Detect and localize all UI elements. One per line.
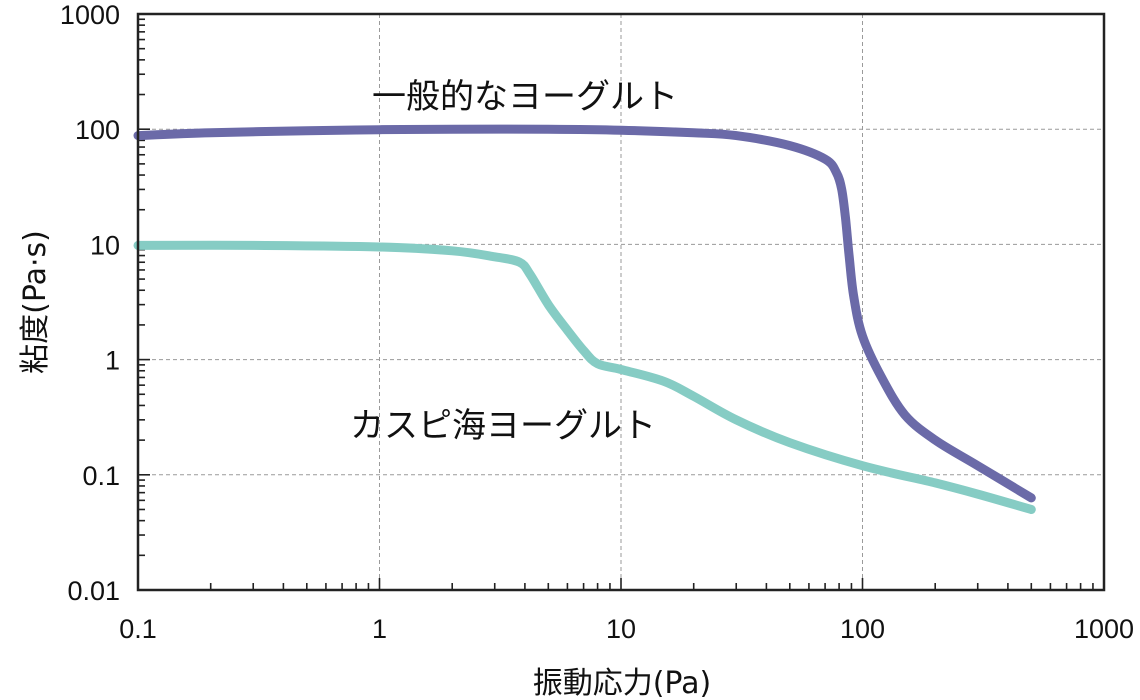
annotation-normal-yogurt: 一般的なヨーグルト (372, 77, 678, 117)
y-tick-label: 0.1 (82, 461, 120, 491)
x-tick-label: 10 (606, 614, 636, 644)
x-tick-label: 100 (840, 614, 885, 644)
x-axis-title: 振動応力(Pa) (533, 666, 712, 700)
y-tick-label: 10 (90, 230, 120, 260)
x-tick-label: 1 (372, 614, 387, 644)
x-tick-label: 0.1 (119, 614, 157, 644)
y-tick-label: 1000 (60, 0, 120, 30)
series-group (133, 124, 1036, 514)
series-line-0 (133, 124, 1036, 503)
tick-labels: 0.1 1 10 100 1000 0.01 0.1 1 10 100 1000 (60, 0, 1134, 644)
y-tick-label: 100 (75, 115, 120, 145)
series-line-1 (133, 240, 1036, 514)
y-tick-label: 0.01 (67, 576, 120, 606)
x-tick-label: 1000 (1074, 614, 1134, 644)
plot-frame (136, 12, 1106, 592)
y-axis-title: 粘度(Pa·s) (18, 230, 53, 374)
y-tick-label: 1 (105, 346, 120, 376)
annotation-caspian-yogurt: カスピ海ヨーグルト (350, 406, 656, 446)
